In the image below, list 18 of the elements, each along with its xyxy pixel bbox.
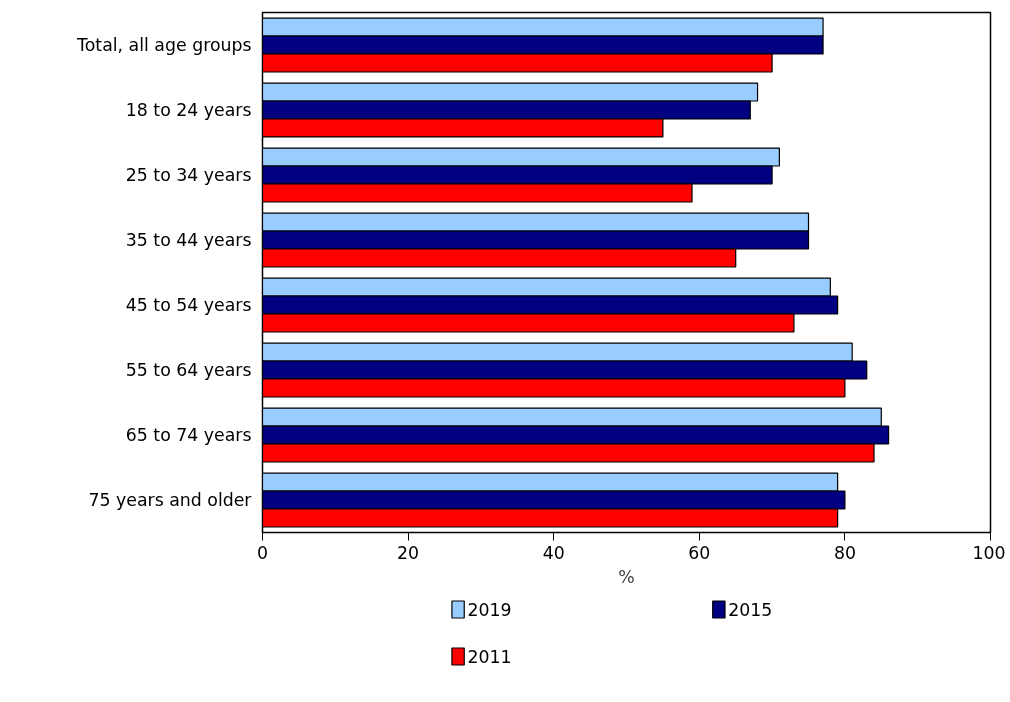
legend-label: 2019 xyxy=(467,600,512,620)
x-tick-label: 100 xyxy=(972,542,1006,563)
y-tick-label: Total, all age groups xyxy=(76,35,252,55)
y-tick-label: 65 to 74 years xyxy=(125,425,252,445)
y-tick-label: 45 to 54 years xyxy=(125,295,252,315)
legend-label: 2011 xyxy=(467,647,512,667)
legend-label: 2015 xyxy=(728,600,773,620)
x-tick-label: 40 xyxy=(542,542,565,563)
y-tick-label: 18 to 24 years xyxy=(125,100,252,120)
y-tick-label: 55 to 64 years xyxy=(125,360,252,380)
x-tick-label: 20 xyxy=(397,542,420,563)
x-tick-label: 60 xyxy=(688,542,711,563)
x-tick-label: 0 xyxy=(256,542,269,563)
x-axis-title: % xyxy=(618,566,635,587)
x-tick-label: 80 xyxy=(833,542,856,563)
y-tick-label: 25 to 34 years xyxy=(125,165,252,185)
y-tick-label: 35 to 44 years xyxy=(125,230,252,250)
y-tick-label: 75 years and older xyxy=(88,490,253,510)
